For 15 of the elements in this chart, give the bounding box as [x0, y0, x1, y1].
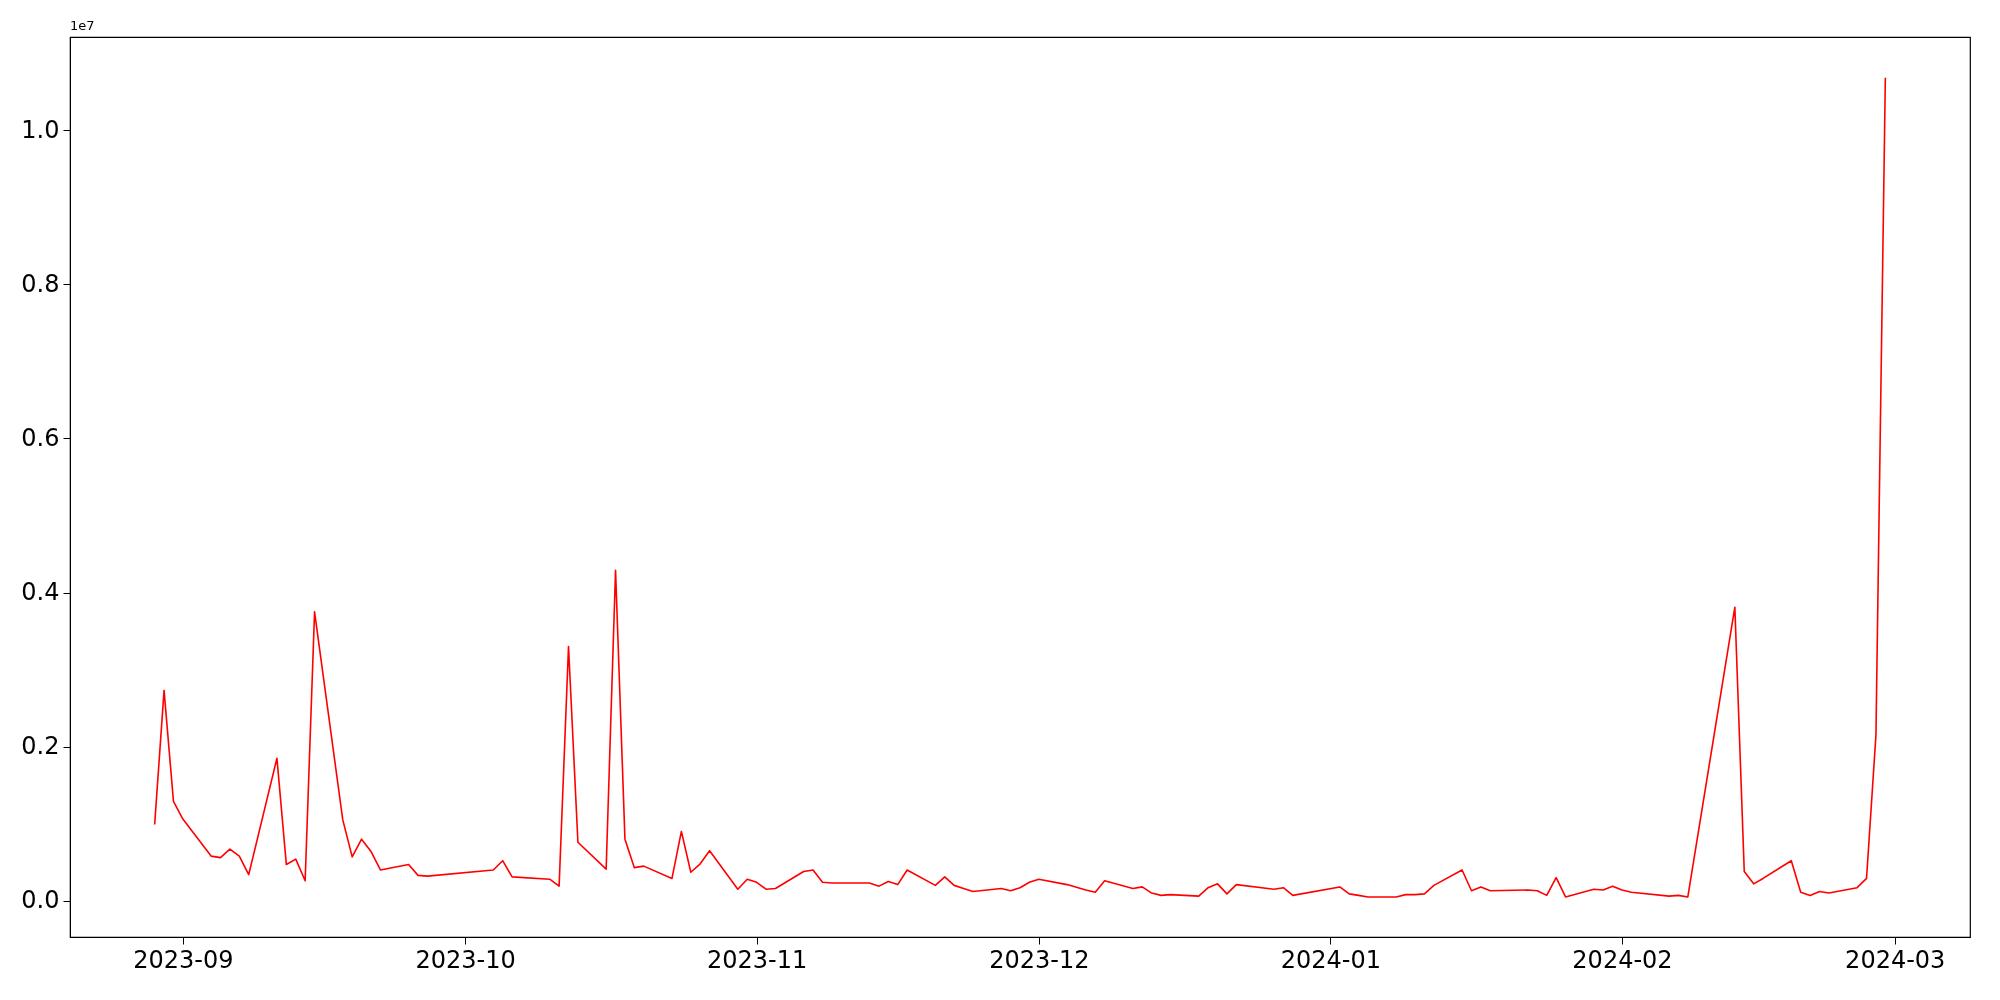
x-tick-label: 2023-10	[415, 945, 516, 974]
line-series	[153, 77, 1887, 898]
x-tick-label: 2023-11	[706, 945, 808, 974]
x-tick-label: 2024-02	[1572, 945, 1673, 974]
y-tick-label: 1.0	[21, 115, 60, 144]
y-tick-label: 0.6	[21, 423, 60, 452]
y-tick-label: 0.4	[21, 578, 60, 607]
x-tick-label: 2024-03	[1845, 945, 1946, 974]
y-tick-label: 0.0	[21, 886, 60, 915]
x-tick-label: 2023-09	[133, 945, 234, 974]
y-tick-label: 0.8	[21, 269, 60, 298]
x-tick-label: 2023-12	[989, 945, 1090, 974]
y-tick-label: 0.2	[21, 732, 60, 761]
text: 1e7	[70, 18, 95, 33]
x-tick-label: 2024-01	[1280, 945, 1382, 974]
